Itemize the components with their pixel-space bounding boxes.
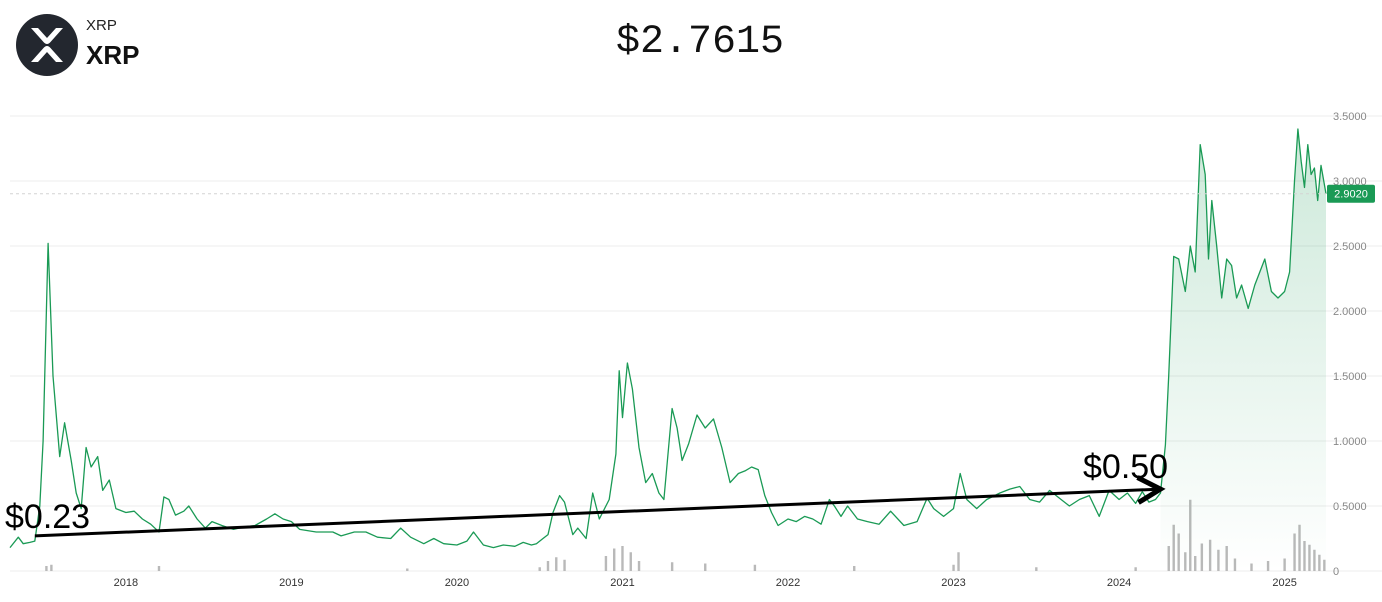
coin-name: XRP [86, 40, 140, 70]
trend-annotation: $0.23 $0.50 [5, 448, 1168, 538]
volume-bar [629, 552, 632, 571]
y-tick-label: 0 [1333, 566, 1339, 578]
x-tick-label: 2025 [1272, 577, 1296, 589]
price-area [1160, 129, 1326, 571]
y-tick-label: 3.5000 [1333, 111, 1367, 123]
x-tick-label: 2019 [279, 577, 303, 589]
price-series [9, 128, 1327, 549]
volume-bar [157, 566, 161, 571]
volume-bar [1035, 567, 1038, 571]
volume-bar [50, 564, 53, 571]
y-tick-label: 2.5000 [1333, 241, 1367, 253]
y-tick-label: 0.5000 [1333, 501, 1367, 513]
price-line [9, 128, 1327, 549]
x-tick-label: 2022 [776, 577, 800, 589]
current-price: $2.7615 [615, 20, 785, 65]
last-price-badge: 2.9020 [10, 184, 1375, 203]
volume-bar [670, 562, 674, 571]
x-tick-label: 2023 [941, 577, 965, 589]
volume-bar [555, 557, 558, 571]
volume-bar [637, 561, 641, 571]
volume-bar [952, 564, 955, 571]
volume-bar [957, 552, 960, 571]
volume-bar [621, 546, 624, 571]
volume-bar [45, 566, 48, 571]
y-tick-label: 1.0000 [1333, 436, 1367, 448]
volume-bar [406, 568, 409, 571]
volume-bar [753, 564, 757, 571]
volume-bar [613, 548, 616, 571]
last-price-label: 2.9020 [1334, 189, 1368, 201]
x-tick-label: 2018 [114, 577, 138, 589]
header: XRP XRP $2.7615 [0, 0, 1382, 90]
volume-bar [604, 556, 608, 571]
volume-bar [538, 567, 541, 571]
coin-symbol: XRP [86, 17, 117, 34]
trend-end-label: $0.50 [1083, 448, 1168, 486]
xrp-logo-icon [16, 14, 78, 76]
price-area-fill [1160, 129, 1326, 571]
y-tick-label: 1.5000 [1333, 371, 1367, 383]
trend-start-label: $0.23 [5, 498, 90, 536]
volume-bar [546, 561, 550, 571]
x-tick-label: 2024 [1107, 577, 1131, 589]
x-axis: 2018 2019 2020 2021 2022 2023 2024 2025 [114, 577, 1297, 589]
x-tick-label: 2020 [445, 577, 469, 589]
grid-lines [10, 115, 1382, 572]
volume-bar [704, 563, 707, 571]
last-price-badge-bg [1327, 184, 1375, 203]
y-tick-label: 2.0000 [1333, 306, 1367, 318]
volume-bars [45, 499, 1326, 571]
volume-bar [853, 566, 856, 571]
trend-arrow [34, 489, 1161, 538]
volume-bar [1134, 567, 1137, 571]
x-tick-label: 2021 [610, 577, 634, 589]
y-axis: 3.50003.00002.50002.00001.50001.00000.50… [1333, 111, 1367, 578]
volume-bar [563, 559, 566, 571]
